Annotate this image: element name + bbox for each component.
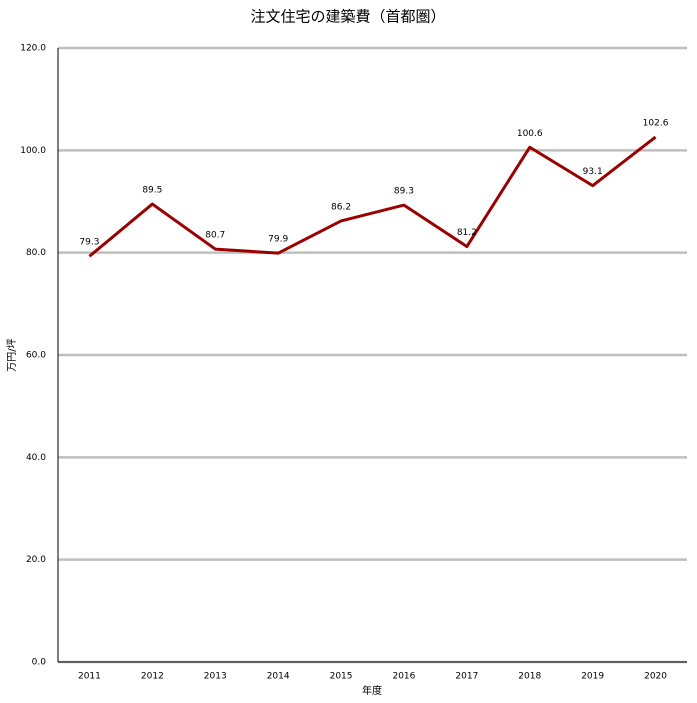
data-label: 102.6 — [643, 119, 669, 129]
y-tick-label: 80.0 — [26, 248, 46, 258]
data-label: 79.3 — [79, 238, 99, 248]
y-tick-label: 0.0 — [32, 658, 47, 668]
data-line — [88, 135, 657, 258]
x-tick-label: 2013 — [204, 672, 227, 682]
x-tick-label: 2016 — [392, 672, 415, 682]
y-axis-title: 万円/坪 — [5, 338, 18, 371]
data-label: 79.9 — [268, 235, 288, 245]
x-axis-title: 年度 — [362, 684, 382, 697]
x-tick-label: 2017 — [455, 672, 478, 682]
x-tick-label: 2015 — [330, 672, 353, 682]
data-label: 89.5 — [142, 186, 162, 196]
x-tick-label: 2020 — [644, 672, 667, 682]
x-tick-label: 2019 — [581, 672, 604, 682]
x-tick-label: 2011 — [78, 672, 101, 682]
y-tick-label: 120.0 — [20, 44, 46, 54]
x-tick-label: 2018 — [518, 672, 541, 682]
x-tick-label: 2012 — [141, 672, 164, 682]
data-label: 81.2 — [457, 228, 477, 238]
y-tick-label: 20.0 — [26, 555, 46, 565]
chart-title: 注文住宅の建築費（首都圏） — [250, 8, 445, 26]
data-label: 93.1 — [583, 167, 603, 177]
data-label: 89.3 — [394, 187, 414, 197]
data-label: 80.7 — [205, 231, 225, 241]
data-label: 100.6 — [517, 129, 543, 139]
data-label: 86.2 — [331, 202, 351, 212]
y-tick-label: 40.0 — [26, 453, 46, 463]
x-tick-label: 2014 — [267, 672, 290, 682]
y-tick-label: 100.0 — [20, 146, 46, 156]
y-tick-label: 60.0 — [26, 351, 46, 361]
